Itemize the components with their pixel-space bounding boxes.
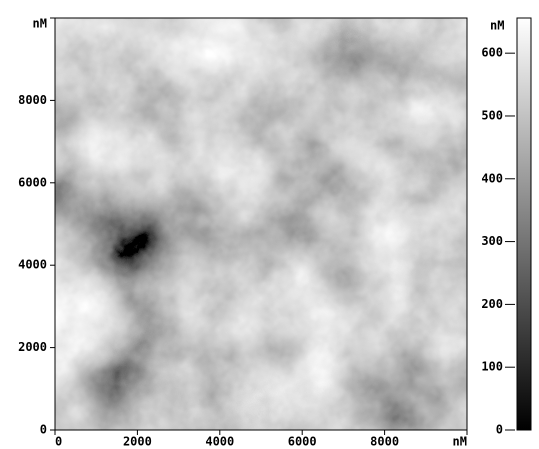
colorbar-tick-label: 300 [481, 234, 503, 248]
y-tick-label: 4000 [18, 258, 47, 272]
colorbar-tick-label: 0 [496, 423, 503, 437]
colorbar-tick-label: 100 [481, 360, 503, 374]
y-tick-label: nM [33, 17, 47, 31]
colorbar-tick-label: nM [490, 19, 504, 33]
colorbar [516, 17, 532, 431]
y-tick-label: 8000 [18, 93, 47, 107]
y-tick-label: 0 [40, 423, 47, 437]
x-tick-label: 2000 [123, 435, 152, 449]
x-tick-label: 6000 [288, 435, 317, 449]
y-tick-label: 6000 [18, 175, 47, 189]
colorbar-tick-label: 500 [481, 108, 503, 122]
colorbar-tick-label: 600 [481, 46, 503, 60]
colorbar-tick-label: 200 [481, 297, 503, 311]
plot-frame [54, 17, 468, 431]
x-tick-label: nM [453, 435, 467, 449]
x-tick-label: 4000 [205, 435, 234, 449]
x-tick-label: 8000 [370, 435, 399, 449]
x-tick-label: 0 [55, 435, 62, 449]
afm-image [55, 18, 467, 430]
colorbar-tick-label: 400 [481, 171, 503, 185]
y-tick-label: 2000 [18, 340, 47, 354]
